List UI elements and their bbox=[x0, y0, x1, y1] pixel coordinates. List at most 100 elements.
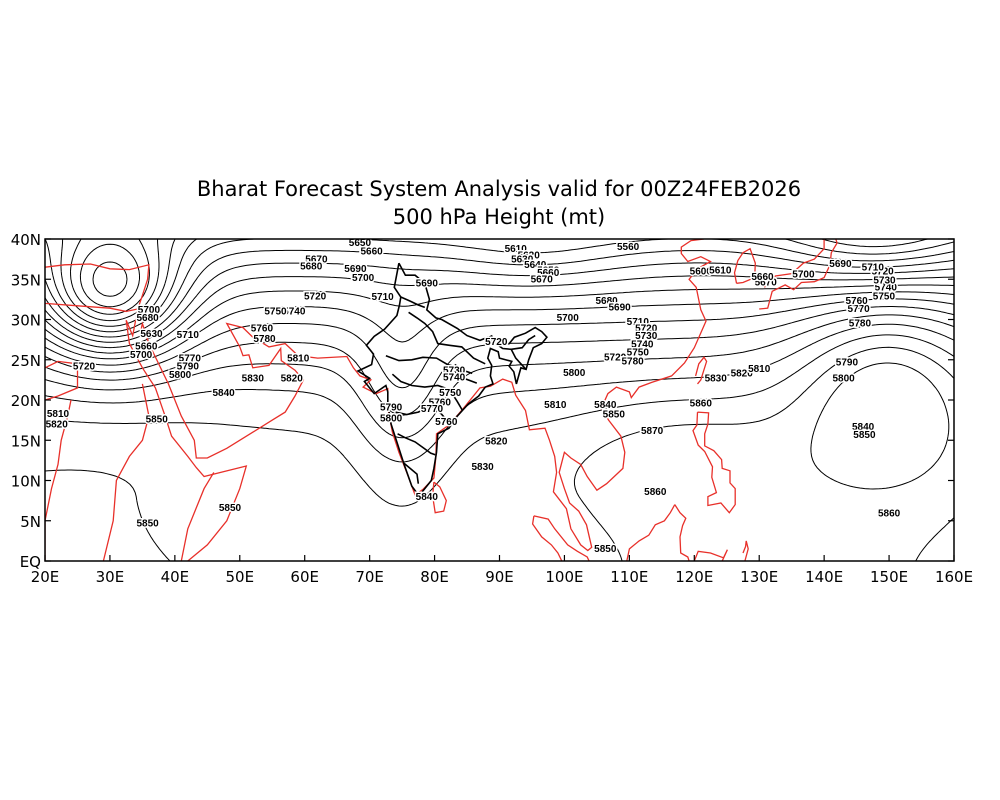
contour-5810 bbox=[45, 298, 954, 389]
contour-label: 5730 bbox=[443, 365, 466, 376]
contour-label: 5650 bbox=[349, 238, 372, 249]
coastline-segment bbox=[533, 515, 590, 561]
contour-label: 5670 bbox=[755, 278, 778, 289]
contour-labels: 5610562056305640565056605670566056505670… bbox=[45, 238, 902, 557]
contour-label: 5760 bbox=[251, 324, 274, 335]
contour-5730 bbox=[45, 239, 928, 327]
y-tick-label: 5N bbox=[20, 513, 41, 531]
india-border-segment bbox=[510, 348, 527, 370]
contour-label: 5720 bbox=[485, 337, 508, 348]
contour-label: 5830 bbox=[705, 374, 728, 385]
contour-5700 bbox=[79, 243, 140, 308]
contour-5710 bbox=[70, 239, 150, 315]
contour-5820 bbox=[45, 306, 954, 416]
contour-label: 5710 bbox=[862, 262, 885, 273]
coastline-segment bbox=[694, 356, 708, 385]
contour-label: 5730 bbox=[635, 331, 658, 342]
coastline-segment bbox=[180, 472, 215, 561]
india-border-segment bbox=[395, 404, 450, 424]
contour-label: 5660 bbox=[537, 268, 560, 279]
india-border-segment bbox=[454, 363, 473, 375]
india-border-segment bbox=[385, 354, 478, 384]
y-tick-label: 15N bbox=[11, 432, 41, 450]
x-tick-label: 20E bbox=[31, 568, 60, 586]
contour-label: 5840 bbox=[212, 388, 235, 399]
contour-label: 5660 bbox=[751, 272, 774, 283]
contour-label: 5790 bbox=[836, 357, 859, 368]
contour-label: 5720 bbox=[635, 324, 658, 335]
x-tick-label: 140E bbox=[805, 568, 843, 586]
india-border-segment bbox=[356, 262, 548, 498]
contour-label: 5690 bbox=[344, 264, 367, 275]
contour-label: 5760 bbox=[845, 296, 868, 307]
contour-5790 bbox=[45, 284, 954, 360]
contour-label: 5800 bbox=[380, 414, 403, 425]
coastline-segment bbox=[125, 308, 248, 561]
contour-label: 5830 bbox=[242, 374, 265, 385]
contour-label: 5780 bbox=[253, 334, 276, 345]
contour-label: 5680 bbox=[136, 313, 159, 324]
contour-label: 5860 bbox=[690, 398, 713, 409]
x-axis: 20E 30E 40E 50E 60E 70E 80E 90E 100E 110E 120E 130E… bbox=[31, 555, 973, 586]
country-borders bbox=[356, 262, 548, 498]
contour-5770 bbox=[45, 262, 954, 349]
contour-label: 5730 bbox=[873, 275, 896, 286]
contour-label: 5770 bbox=[421, 404, 444, 415]
height-contours bbox=[45, 239, 954, 561]
contour-label: 5840 bbox=[416, 492, 439, 503]
y-tick-label: 25N bbox=[11, 352, 41, 370]
contour-label: 5750 bbox=[627, 348, 650, 359]
contour-label: 5850 bbox=[146, 415, 169, 426]
contour-label: 5760 bbox=[429, 398, 452, 409]
contour-label: 5700 bbox=[557, 313, 580, 324]
contour-5850 bbox=[45, 334, 954, 507]
contour-5750 bbox=[45, 239, 954, 338]
contour-label: 5700 bbox=[138, 305, 161, 316]
india-border-segment bbox=[397, 433, 436, 456]
contour-label: 5810 bbox=[287, 353, 310, 364]
x-tick-label: 40E bbox=[161, 568, 190, 586]
contour-label: 5720 bbox=[73, 361, 96, 372]
contour-5780 bbox=[45, 275, 954, 354]
coastline-segment bbox=[45, 263, 150, 313]
x-tick-label: 110E bbox=[610, 568, 648, 586]
contour-label: 5790 bbox=[177, 361, 200, 372]
coastline-segment bbox=[733, 247, 756, 284]
contour-label: 5740 bbox=[283, 307, 306, 318]
contour-label: 5610 bbox=[505, 244, 528, 255]
x-tick-label: 150E bbox=[870, 568, 908, 586]
coastline-segment bbox=[45, 399, 72, 561]
india-border-segment bbox=[408, 311, 486, 365]
contour-label: 5600 bbox=[690, 266, 713, 277]
y-axis: EQ 5N 10N 15N 20N 25N 30N 35N 40N bbox=[11, 231, 954, 571]
contour-label: 5780 bbox=[621, 357, 644, 368]
contour-label: 5720 bbox=[304, 291, 327, 302]
contour-label: 5710 bbox=[177, 330, 200, 341]
contour-label: 5630 bbox=[140, 329, 163, 340]
contour-label: 5870 bbox=[641, 426, 664, 437]
contour-label: 5660 bbox=[360, 246, 383, 257]
contour-label: 5690 bbox=[608, 303, 631, 314]
coastline-segment bbox=[45, 360, 79, 401]
coastline-segment bbox=[742, 540, 749, 561]
x-tick-label: 80E bbox=[420, 568, 449, 586]
contour-5690 bbox=[92, 261, 128, 297]
x-tick-label: 60E bbox=[290, 568, 319, 586]
contour-5760 bbox=[45, 249, 954, 343]
contour-label: 5680 bbox=[595, 296, 618, 307]
contour-label: 5850 bbox=[219, 503, 242, 514]
contour-label: 5850 bbox=[603, 410, 626, 421]
contour-label: 5610 bbox=[709, 266, 732, 277]
x-tick-label: 90E bbox=[485, 568, 514, 586]
coastlines bbox=[45, 239, 838, 561]
contour-label: 5830 bbox=[471, 462, 494, 473]
contour-label: 5820 bbox=[46, 419, 69, 430]
coastline-segment bbox=[139, 239, 712, 552]
contour-label: 5840 bbox=[594, 400, 617, 411]
contour-label: 5820 bbox=[485, 436, 508, 447]
coastline-segment bbox=[102, 383, 150, 561]
contour-label: 5780 bbox=[849, 319, 872, 330]
contour-label: 5850 bbox=[594, 544, 617, 555]
contour-label: 5850 bbox=[853, 430, 876, 441]
